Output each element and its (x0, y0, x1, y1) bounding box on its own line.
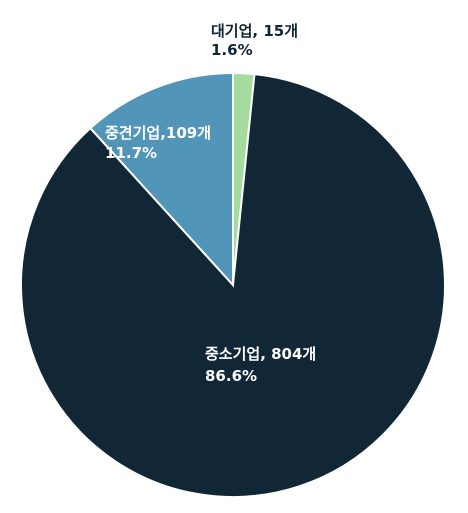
slice-label-0: 대기업, 15개 (211, 22, 298, 40)
slice-percent-label-2: 11.7% (105, 144, 157, 162)
pie-slice-2 (88, 71, 234, 288)
slice-percent-label-0: 1.6% (211, 41, 253, 59)
slice-label-2: 중견기업,109개 (105, 124, 211, 142)
slice-label-1: 중소기업, 804개 (205, 345, 316, 363)
pie-slices (20, 71, 446, 498)
slice-percent-label-1: 86.6% (205, 367, 257, 385)
